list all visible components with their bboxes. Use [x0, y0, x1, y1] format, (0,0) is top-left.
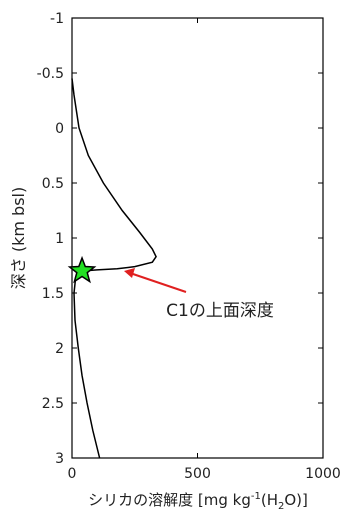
plot-frame [71, 17, 324, 459]
y-tick-label: -1 [50, 11, 64, 27]
y-tick-label: 2.5 [42, 396, 64, 412]
x-label-sup: -1 [251, 491, 261, 502]
x-label-part: O)] [284, 491, 308, 509]
y-tick-label: 1 [55, 231, 64, 247]
annotation-arrow [129, 272, 187, 293]
x-tick-label: 500 [184, 466, 211, 482]
annotation: C1の上面深度 [166, 301, 274, 321]
y-tick-label: 3 [55, 451, 64, 467]
y-tick-label: -0.5 [37, 66, 64, 82]
y-tick-label: 0.5 [42, 176, 64, 192]
x-tick-label: 0 [68, 466, 77, 482]
y-tick-label: 0 [55, 121, 64, 137]
y-axis-label: 深さ (km bsl) [9, 187, 28, 289]
y-tick-label: 2 [55, 341, 64, 357]
x-label-sub: 2 [278, 501, 284, 512]
curve [71, 78, 157, 459]
x-tick-label: 1000 [305, 466, 341, 482]
y-tick-label: 1.5 [42, 286, 64, 302]
annotation-arrowhead [124, 268, 135, 278]
x-label-part: シリカの溶解度 [mg kg [88, 491, 251, 509]
x-label-part: (H [261, 491, 278, 509]
star-marker [67, 255, 97, 284]
x-axis-label: シリカの溶解度 [mg kg-1(H2O)] [88, 491, 308, 512]
